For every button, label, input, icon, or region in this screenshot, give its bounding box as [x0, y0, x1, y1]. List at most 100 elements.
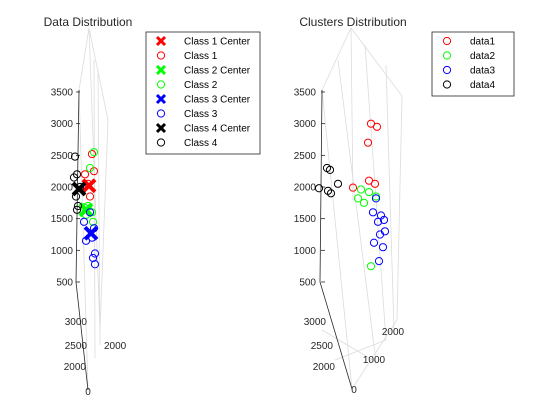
point-data4	[314, 184, 324, 193]
tick-labels: 500 1000 1500 2000 2500 3000 3500 2000 2500 3000 0…	[51, 88, 127, 399]
z-tick-label: 500	[299, 278, 316, 289]
point-class-2	[85, 163, 95, 173]
point-data1	[348, 183, 358, 192]
point-data4	[333, 179, 343, 188]
legend-label-class-3: Class 3	[184, 109, 218, 120]
point-data1	[372, 122, 382, 131]
point-class-2	[89, 148, 99, 157]
grid	[78, 27, 109, 391]
point-data2	[364, 187, 374, 197]
chart-title: Data Distribution	[44, 15, 133, 29]
x-tick-label: 0	[85, 387, 91, 398]
z-tick-label: 1000	[51, 246, 74, 257]
axes	[319, 89, 353, 390]
legend-label-class-1: Class 1	[184, 51, 218, 62]
point-class-4	[70, 152, 80, 161]
z-tick-label: 3500	[294, 88, 317, 99]
point-class-3	[81, 236, 91, 245]
z-tick-label: 2500	[51, 151, 74, 162]
point-data4	[326, 189, 336, 198]
legend-box	[431, 31, 515, 97]
legend-marker-data2	[442, 51, 452, 60]
data-distribution-plot: Data Distribution 500 1000 1500 2000 2500 300…	[44, 15, 261, 399]
point-class-3	[90, 260, 100, 269]
legend-marker-data1	[442, 36, 452, 46]
point-class-2	[79, 203, 89, 212]
point-class-3	[85, 208, 95, 217]
legend-label-class-3-center: Class 3 Center	[184, 95, 251, 106]
x-tick-label: 1000	[363, 355, 386, 366]
legend-label-data2: data2	[470, 51, 495, 62]
data-marks	[69, 148, 100, 269]
legend-marker-class-2	[156, 80, 166, 89]
legend-marker-class-4-center	[155, 122, 167, 134]
point-data2	[353, 194, 363, 203]
z-tick-label: 2000	[294, 183, 317, 194]
point-data3	[379, 215, 389, 225]
point-class-3	[89, 224, 99, 233]
point-data1	[363, 138, 373, 147]
z-tick-label: 1000	[294, 246, 317, 257]
point-data3	[368, 208, 378, 217]
point-class-4	[71, 192, 81, 201]
point-class-2	[88, 217, 98, 226]
legend: Class 1 Center Class 1 Class 2 Center Class…	[145, 31, 261, 155]
axis-line	[319, 89, 353, 390]
legend-box	[145, 31, 261, 155]
z-tick-label: 3000	[294, 119, 317, 130]
point-data3	[375, 230, 385, 239]
data-marks	[314, 119, 390, 271]
clusters-distribution-plot: Clusters Distribution 500 1000 1500 2000 250…	[294, 15, 515, 397]
legend-label-data4: data4	[470, 80, 495, 91]
legend-label-data3: data3	[470, 66, 495, 77]
point-class-1	[87, 149, 97, 159]
y-tick-label: 2500	[311, 341, 334, 352]
point-data1	[370, 179, 380, 188]
point-class-3	[90, 249, 100, 258]
point-class-3	[79, 217, 89, 226]
chart-title: Clusters Distribution	[299, 15, 406, 29]
point-data3	[373, 217, 383, 226]
legend-marker-class-3	[156, 109, 166, 118]
point-class-4	[75, 182, 85, 192]
y-tick-label: 2500	[65, 341, 88, 352]
tick-labels: 500 1000 1500 2000 2500 3000 3500 2000 2500 3000 0…	[294, 88, 405, 397]
point-class-1	[80, 170, 90, 179]
z-tick-label: 3000	[51, 119, 74, 130]
point-data3	[371, 194, 381, 203]
z-tick-label: 2000	[51, 183, 74, 194]
point-data3	[378, 243, 388, 252]
point-class-4	[69, 173, 79, 182]
legend-label-class-1-center: Class 1 Center	[184, 37, 251, 48]
y-tick-label: 3000	[304, 317, 327, 328]
y-tick-label: 3000	[65, 317, 88, 328]
y-tick-label: 2000	[64, 362, 87, 373]
legend-marker-class-4	[156, 138, 166, 147]
point-data3	[369, 238, 379, 247]
x-tick-label: 2000	[382, 327, 405, 338]
legend: data1 data2 data3 data4	[431, 31, 515, 97]
y-tick-label: 2000	[313, 362, 336, 373]
legend-label-class-4-center: Class 4 Center	[184, 124, 251, 135]
legend-marker-class-1	[156, 51, 166, 60]
point-data4	[325, 165, 335, 174]
legend-marker-class-1-center	[155, 35, 167, 47]
z-tick-label: 2500	[294, 151, 317, 162]
legend-label-class-4: Class 4	[184, 138, 218, 149]
legend-marker-class-3-center	[155, 93, 167, 105]
x-tick-label: 2000	[104, 341, 127, 352]
legend-marker-data3	[442, 65, 452, 75]
point-class-1	[85, 192, 95, 201]
point-class-4	[73, 201, 83, 211]
point-data2	[356, 185, 366, 194]
x-tick-label: 0	[351, 385, 357, 396]
z-tick-label: 3500	[51, 88, 74, 99]
grid	[321, 27, 403, 390]
point-data2	[366, 262, 376, 271]
legend-marker-class-2-center	[155, 64, 167, 76]
point-data2	[359, 198, 369, 207]
legend-label-class-2: Class 2	[184, 80, 218, 91]
point-class-4	[72, 205, 82, 214]
legend-marker-data4	[442, 80, 452, 89]
